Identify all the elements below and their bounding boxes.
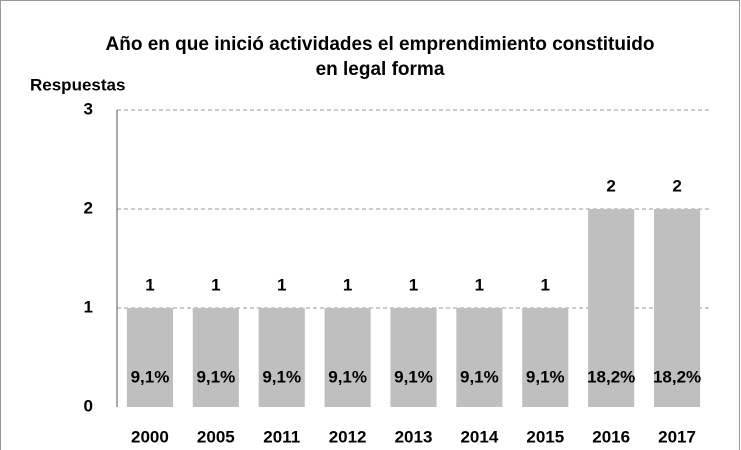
bar	[192, 308, 239, 407]
bar	[653, 209, 701, 407]
value-label: 1	[541, 275, 550, 294]
x-tick-label: 2014	[460, 427, 498, 446]
value-label: 1	[343, 275, 352, 294]
chart-title: Año en que inició actividades el emprend…	[105, 34, 655, 80]
bar	[258, 308, 305, 407]
bar	[456, 308, 503, 407]
x-tick-label: 2012	[329, 427, 367, 446]
share-label: 9,1%	[328, 367, 367, 386]
bar	[324, 308, 371, 407]
x-tick-label: 2011	[263, 427, 300, 446]
value-label: 1	[211, 275, 220, 294]
y-tick-label: 2	[84, 198, 93, 217]
x-tick-label: 2017	[658, 427, 696, 446]
value-label: 1	[277, 275, 286, 294]
share-label: 9,1%	[460, 367, 499, 386]
bar	[390, 308, 437, 407]
bar	[588, 209, 635, 407]
y-tick-label: 1	[84, 297, 93, 316]
bar	[522, 308, 569, 407]
share-label: 9,1%	[526, 367, 565, 386]
share-label: 18,2%	[653, 367, 701, 386]
share-label: 18,2%	[587, 367, 635, 386]
share-label: 9,1%	[196, 367, 235, 386]
x-tick-label: 2015	[526, 427, 564, 446]
value-label: 2	[606, 176, 615, 195]
y-tick-label: 3	[84, 99, 93, 118]
x-tick-label: 2013	[395, 427, 433, 446]
y-axis-label: Respuestas	[30, 75, 125, 94]
x-tick-label: 2005	[197, 427, 235, 446]
value-label: 1	[409, 275, 418, 294]
share-label: 9,1%	[262, 367, 301, 386]
x-tick-label: 2000	[131, 427, 169, 446]
value-label: 1	[145, 275, 154, 294]
bar	[126, 308, 174, 407]
x-tick-label: 2016	[592, 427, 630, 446]
share-label: 9,1%	[131, 367, 170, 386]
value-label: 2	[672, 176, 681, 195]
value-label: 1	[475, 275, 484, 294]
share-label: 9,1%	[394, 367, 433, 386]
y-tick-label: 0	[84, 396, 93, 415]
